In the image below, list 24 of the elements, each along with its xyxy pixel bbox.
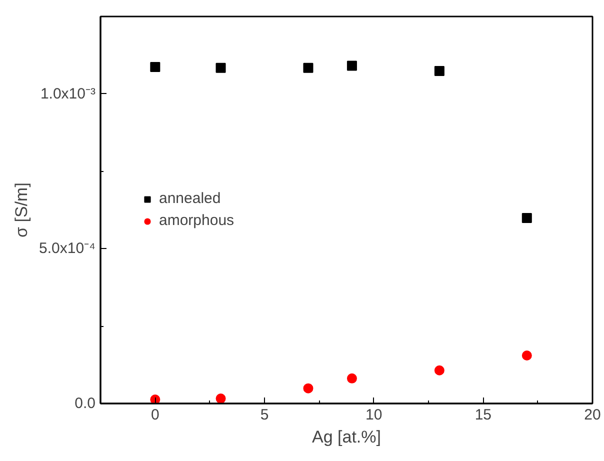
point — [216, 62, 226, 73]
legend-label: amorphous — [159, 212, 234, 229]
x-tick-label: 10 — [365, 406, 382, 424]
y-tick-label: 1.0x10⁻³ — [40, 85, 96, 102]
point — [522, 350, 532, 361]
y-axis-title: σ [S/m] — [12, 182, 32, 238]
y-tick-label: 0.0 — [74, 395, 96, 412]
legend-label: annealed — [159, 190, 221, 207]
point — [303, 383, 314, 394]
point — [150, 62, 160, 72]
point — [216, 394, 226, 404]
x-tick-label: 20 — [584, 406, 601, 424]
x-axis-title: Ag [at.%] — [312, 428, 381, 446]
x-tick-label: 5 — [260, 406, 269, 424]
point — [150, 394, 160, 404]
y-tick-label: 5.0x10⁻⁴ — [39, 240, 96, 258]
point — [434, 66, 444, 76]
point — [434, 365, 444, 376]
x-tick-label: 15 — [474, 406, 492, 424]
point — [522, 213, 532, 224]
point — [303, 62, 314, 73]
x-tick-label: 0 — [150, 406, 160, 424]
point — [346, 373, 357, 384]
point — [346, 60, 357, 71]
